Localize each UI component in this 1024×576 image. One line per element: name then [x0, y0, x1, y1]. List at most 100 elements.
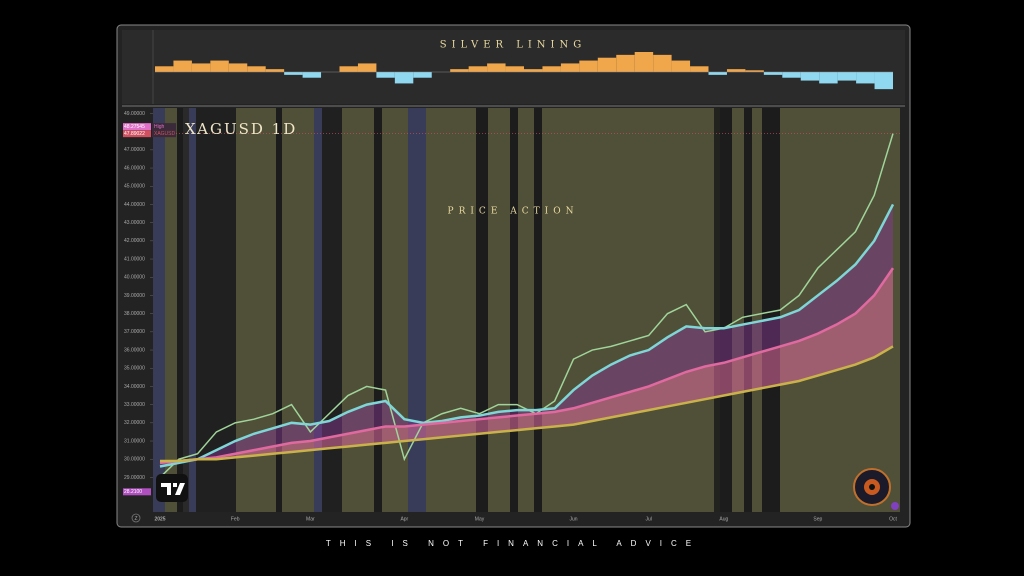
- osc-bar: [524, 69, 543, 72]
- stripe: [165, 108, 177, 512]
- osc-bar: [247, 66, 266, 72]
- osc-title: SILVER LINING: [440, 40, 587, 51]
- y-tick-label: 38.00000: [124, 311, 145, 317]
- stripe: [476, 108, 488, 512]
- osc-bar: [228, 63, 248, 72]
- stripe: [518, 108, 534, 512]
- osc-bar: [782, 72, 801, 78]
- stripe: [560, 108, 720, 512]
- stripe: [714, 108, 732, 512]
- x-tick-label: May: [475, 516, 485, 522]
- osc-bar: [800, 72, 820, 81]
- price-tag: High: [154, 124, 165, 130]
- osc-bar: [837, 72, 857, 81]
- y-tick-label: 31.00000: [124, 438, 145, 444]
- tv-logo: [156, 474, 188, 502]
- stripe: [177, 108, 183, 512]
- osc-bar: [597, 57, 617, 72]
- y-tick-label: 44.00000: [124, 202, 145, 208]
- osc-bar: [468, 66, 488, 72]
- scale-button-label: Z: [134, 516, 137, 522]
- y-tick-label: 46.00000: [124, 165, 145, 171]
- stripe: [189, 108, 196, 512]
- x-tick-label: Jul: [645, 516, 651, 522]
- y-tick-label: 42.00000: [124, 238, 145, 244]
- osc-bar: [394, 72, 414, 84]
- osc-bar: [634, 52, 654, 72]
- band: [160, 268, 893, 463]
- osc-bar: [856, 72, 875, 84]
- stripe: [153, 108, 165, 512]
- stripe: [488, 108, 510, 512]
- y-tick-label: 47.00000: [124, 147, 145, 153]
- series-line: [160, 345, 894, 463]
- osc-bar: [690, 66, 709, 72]
- osc-bar: [505, 66, 524, 72]
- y-tick-label: 29.00000: [124, 475, 145, 481]
- stripe: [236, 108, 276, 512]
- y-tick-label: 49.00000: [124, 111, 145, 117]
- osc-bar: [450, 69, 469, 72]
- price-label: 47.89022: [124, 131, 145, 137]
- series-line: [159, 203, 895, 468]
- osc-bar: [819, 72, 838, 84]
- chart-title: XAGUSD 1D: [185, 120, 297, 138]
- osc-bar: [357, 63, 377, 72]
- price-tag-box: [152, 130, 176, 138]
- stripe: [752, 108, 762, 512]
- osc-bar: [302, 72, 322, 78]
- stripe: [408, 108, 426, 512]
- y-tick-label: 33.00000: [124, 402, 145, 408]
- stripe: [510, 108, 518, 512]
- price-label-box: [123, 123, 151, 131]
- stripe: [314, 108, 322, 512]
- price-tag: XAGUSD: [154, 131, 176, 137]
- osc-bar: [284, 72, 303, 75]
- osc-bar: [671, 60, 691, 72]
- osc-bar: [708, 72, 727, 75]
- x-tick-label: Mar: [306, 516, 315, 522]
- osc-bar: [653, 54, 672, 72]
- osc-bar: [155, 66, 174, 72]
- osc-bar: [874, 72, 893, 90]
- x-tick-label: Oct: [889, 516, 897, 522]
- x-tick-label: Apr: [400, 516, 408, 522]
- osc-bar: [265, 69, 285, 72]
- osc-bar: [210, 60, 229, 72]
- price-label: 28.2100: [124, 489, 142, 495]
- y-tick-label: 40.00000: [124, 275, 145, 281]
- settings-button[interactable]: [891, 502, 899, 510]
- y-tick-label: 34.00000: [124, 384, 145, 390]
- y-tick-label: 35.00000: [124, 366, 145, 372]
- osc-bar: [726, 69, 746, 72]
- osc-bar: [542, 66, 561, 72]
- osc-bar: [763, 72, 783, 75]
- osc-bar: [173, 60, 192, 72]
- y-tick-label: 32.00000: [124, 420, 145, 426]
- stripe: [534, 108, 542, 512]
- x-tick-label: Aug: [719, 516, 728, 522]
- series-line: [159, 267, 895, 465]
- osc-bar: [376, 72, 395, 78]
- osc-bar: [616, 54, 635, 72]
- stripe: [342, 108, 374, 512]
- y-tick-label: 37.00000: [124, 329, 145, 335]
- osc-bar: [191, 63, 211, 72]
- y-tick-label: 43.00000: [124, 220, 145, 226]
- x-tick-label: Sep: [813, 516, 822, 522]
- price-tag-box: [152, 123, 176, 131]
- x-tick-label: 2025: [154, 516, 165, 522]
- stripe: [542, 108, 560, 512]
- x-tick-label: Feb: [231, 516, 240, 522]
- y-tick-label: 39.00000: [124, 293, 145, 299]
- y-tick-label: 36.00000: [124, 347, 145, 353]
- stripe: [322, 108, 342, 512]
- stripe: [374, 108, 382, 512]
- y-tick-label: 30.00000: [124, 457, 145, 463]
- y-tick-label: 45.00000: [124, 184, 145, 190]
- osc-bar: [579, 60, 598, 72]
- chart-annotation: PRICE ACTION: [448, 207, 579, 217]
- scale-button[interactable]: [131, 513, 141, 523]
